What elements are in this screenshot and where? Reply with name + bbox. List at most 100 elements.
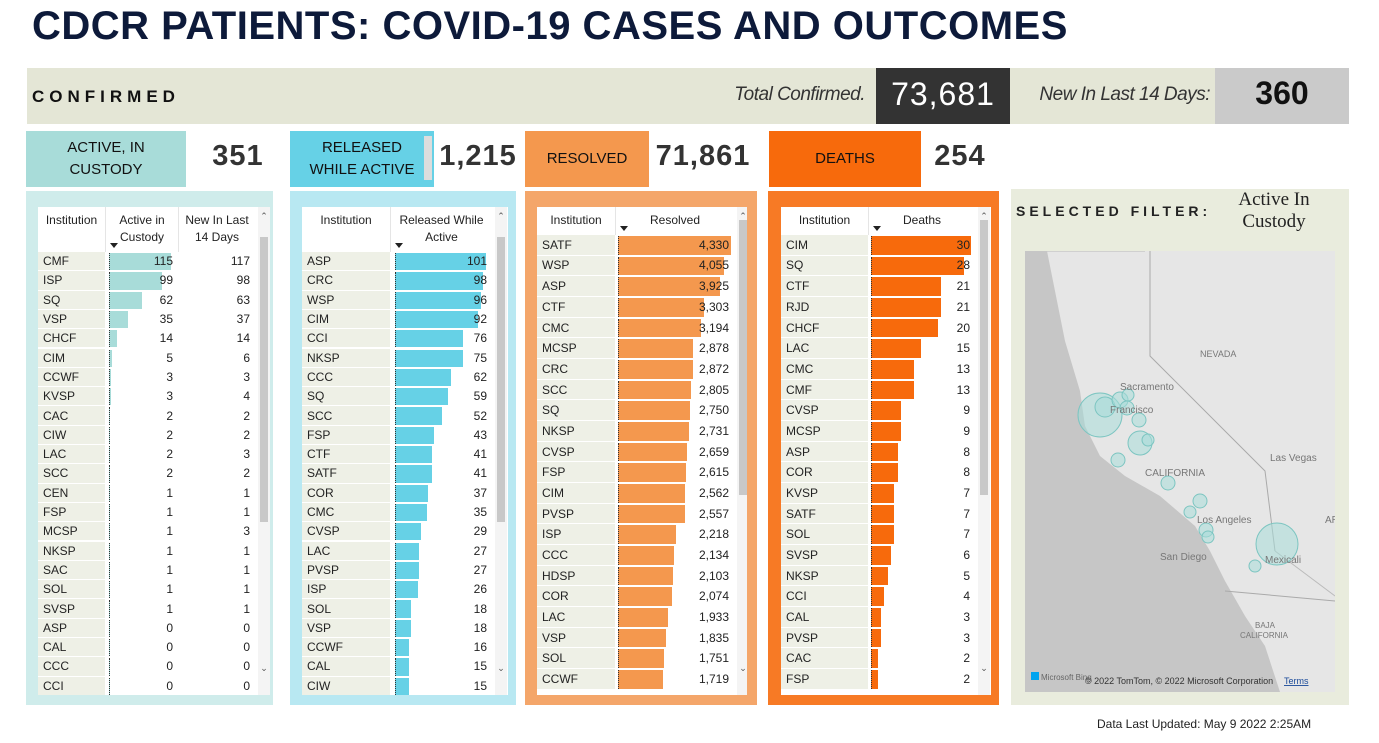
column-header[interactable]: Institution (320, 213, 372, 227)
map-bubble (1201, 530, 1215, 544)
institution-cell: ASP (781, 441, 868, 463)
data-bar (395, 465, 432, 483)
column-header[interactable]: Institution (550, 213, 602, 227)
value-cell: 3 (868, 607, 975, 628)
column-header[interactable]: Released While Active (390, 207, 492, 252)
data-bar (618, 670, 663, 689)
data-bar (109, 272, 163, 290)
table: ⌃ ⌄ Institution Deaths CIM 30 SQ 28 CTF 21 RJD 21 CH… (781, 207, 991, 695)
column-header[interactable]: Institution (45, 213, 98, 227)
value-cell: 1 (178, 542, 255, 561)
data-bar (871, 628, 881, 648)
data-bar (395, 523, 422, 541)
card-value: 351 (212, 140, 264, 172)
value-cell: 27 (390, 561, 492, 581)
institution-cell: CAC (781, 648, 868, 670)
institution-cell: VSP (38, 309, 105, 330)
card-label: ACTIVE, IN CUSTODY (26, 131, 186, 187)
scroll-down[interactable]: ⌄ (260, 663, 268, 673)
data-bar (618, 318, 702, 338)
map[interactable]: NEVADA Sacramento Francisco CALIFORNIA Las V… (1025, 251, 1335, 692)
value-cell: 30 (868, 235, 975, 256)
data-bar (618, 401, 690, 421)
data-bar (618, 277, 721, 296)
scroll-up[interactable]: ⌃ (497, 211, 505, 221)
value-cell: 2,562 (615, 483, 734, 504)
data-bar (109, 542, 110, 560)
institution-cell: VSP (302, 618, 390, 638)
data-bar (109, 368, 111, 387)
value-cell: 6 (178, 349, 255, 368)
value-cell: 2,557 (615, 504, 734, 525)
institution-cell: SVSP (38, 599, 105, 619)
institution-cell: NKSP (537, 421, 615, 442)
map-label: Las Vegas (1270, 453, 1317, 464)
sort-indicator (620, 226, 628, 231)
institution-cell: CCC (302, 367, 390, 388)
data-bar (395, 310, 478, 329)
scroll-up[interactable]: ⌃ (260, 211, 268, 221)
value-cell: 0 (105, 638, 178, 658)
scroll-up[interactable]: ⌃ (980, 211, 988, 221)
data-bar (618, 525, 676, 545)
column-header[interactable]: Active in Custody (105, 207, 178, 252)
data-bar (395, 253, 486, 271)
scroll-up[interactable]: ⌃ (739, 211, 747, 221)
value-cell: 2,872 (615, 359, 734, 380)
value-cell: 20 (868, 318, 975, 339)
scroll-down[interactable]: ⌄ (497, 663, 505, 673)
data-bar (871, 277, 941, 296)
data-bar (871, 298, 941, 317)
column-header[interactable]: Institution (798, 213, 851, 227)
institution-cell: FSP (537, 462, 615, 484)
summary-label: CONFIRMED (32, 87, 180, 106)
card-label: DEATHS (769, 131, 921, 187)
institution-cell: SCC (38, 464, 105, 484)
institution-cell: ASP (537, 276, 615, 297)
value-cell: 43 (390, 426, 492, 445)
map-label: CALIFORNIA (1240, 631, 1289, 640)
column-header[interactable]: Resolved (615, 207, 734, 235)
institution-cell: SAC (38, 560, 105, 581)
value-cell: 4,055 (615, 256, 734, 277)
scroll-down[interactable]: ⌄ (739, 663, 747, 673)
data-bar (618, 422, 690, 441)
data-bar (618, 504, 685, 524)
data-bar (871, 566, 888, 586)
map-attribution: © 2022 TomTom, © 2022 Microsoft Corporat… (1085, 676, 1273, 686)
value-cell: 2,805 (615, 380, 734, 401)
institution-cell: CTF (537, 297, 615, 318)
data-bar (109, 310, 128, 329)
value-cell: 15 (390, 677, 492, 695)
scroll-down[interactable]: ⌄ (980, 663, 988, 673)
map-bubble (1192, 493, 1208, 509)
institution-cell: FSP (302, 425, 390, 445)
value-cell: 14 (178, 329, 255, 349)
data-bar (109, 349, 112, 367)
value-cell: 2,750 (615, 400, 734, 422)
value-cell: 75 (390, 349, 492, 368)
value-cell: 9 (868, 400, 975, 422)
value-cell: 96 (390, 291, 492, 310)
data-bar (109, 639, 110, 657)
value-cell: 15 (868, 338, 975, 359)
map-terms[interactable]: Terms (1284, 676, 1309, 686)
value-cell: 2 (105, 426, 178, 445)
institution-cell: CAL (781, 607, 868, 628)
institution-cell: LAC (781, 338, 868, 359)
value-cell: 62 (390, 368, 492, 388)
column-header[interactable]: New In Last 14 Days (178, 207, 255, 252)
data-bar (871, 546, 891, 565)
value-cell: 2,731 (615, 421, 734, 442)
institution-cell: SATF (537, 235, 615, 256)
value-cell: 1,933 (615, 607, 734, 628)
institution-cell: CCC (537, 545, 615, 566)
data-bar (871, 670, 878, 689)
institution-cell: SCC (537, 379, 615, 401)
data-bar (871, 463, 898, 483)
institution-cell: CCI (781, 586, 868, 608)
institution-cell: KVSP (38, 387, 105, 407)
institution-cell: MCSP (38, 522, 105, 542)
column-header[interactable]: Deaths (868, 207, 975, 235)
